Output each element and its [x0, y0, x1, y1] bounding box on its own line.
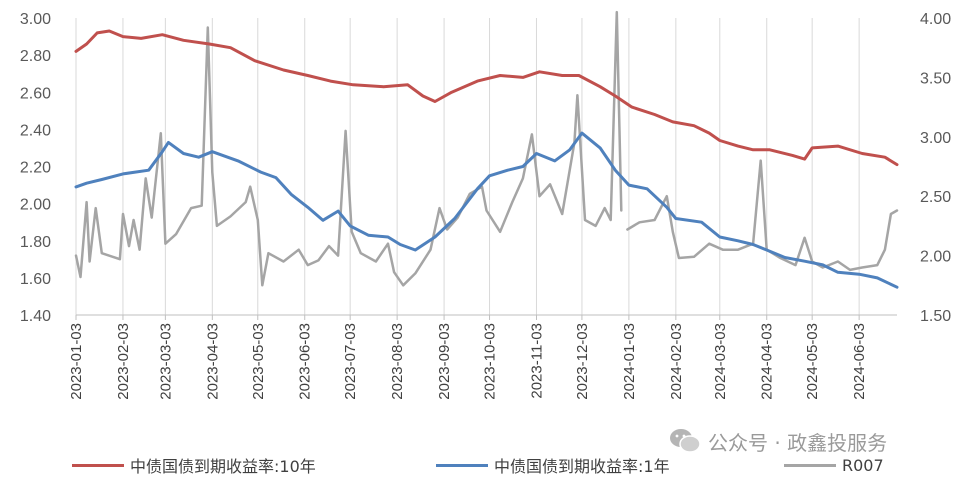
series-layer [74, 10, 899, 289]
y-left-tick-label: 2.60 [20, 85, 51, 102]
series-line-10y [74, 29, 899, 167]
x-tick-label: 2024-06-03 [851, 323, 868, 400]
x-tick-label: 2024-03-03 [712, 323, 729, 400]
x-tick-label: 2024-05-03 [804, 323, 821, 400]
legend: 中债国债到期收益率:10年 中债国债到期收益率:1年 R007 [0, 452, 973, 478]
y-right-tick-label: 2.00 [920, 249, 951, 266]
watermark-text: 公众号 · 政鑫投服务 [708, 430, 888, 455]
wechat-icon [670, 429, 701, 453]
y-right-tick-label: 3.00 [920, 130, 951, 147]
series-line-r007 [74, 10, 899, 287]
y-left-tick-label: 1.80 [20, 234, 51, 251]
y-left-tick-label: 3.00 [20, 11, 51, 28]
y-left-tick-label: 2.20 [20, 160, 51, 177]
legend-item-10y: 中债国债到期收益率:10年 [72, 452, 316, 478]
x-tick-label: 2023-07-03 [342, 323, 359, 400]
x-tick-label: 2023-01-03 [68, 323, 85, 400]
legend-label-1y: 中债国债到期收益率:1年 [494, 457, 670, 476]
x-tick-label: 2023-12-03 [574, 323, 591, 400]
y-right-tick-label: 3.50 [920, 70, 951, 87]
legend-swatch-10y [72, 463, 124, 467]
y-left-tick-label: 2.80 [20, 48, 51, 65]
watermark: 公众号 · 政鑫投服务 [668, 424, 887, 458]
legend-swatch-1y [436, 463, 488, 467]
x-tick-label: 2024-01-03 [621, 323, 638, 400]
x-tick-label: 2023-09-03 [436, 323, 453, 400]
legend-item-1y: 中债国债到期收益率:1年 [436, 452, 670, 478]
series-line-1y [74, 131, 899, 289]
x-tick-label: 2023-02-03 [115, 323, 132, 400]
y-right-tick-label: 2.50 [920, 189, 951, 206]
x-tick-label: 2023-10-03 [482, 323, 499, 400]
y-left-tick-label: 2.40 [20, 122, 51, 139]
y-left-tick-label: 1.60 [20, 271, 51, 288]
chart: 2023-01-03 2023-02-03 2023-03-03 2023-04-03… [20, 10, 951, 400]
legend-swatch-r007 [784, 463, 836, 467]
legend-label-r007: R007 [842, 455, 884, 475]
gridlines [75, 18, 860, 315]
x-tick-label: 2023-03-03 [157, 323, 174, 400]
legend-item-r007: R007 [784, 452, 884, 478]
tick-labels: 2023-01-03 2023-02-03 2023-03-03 2023-04-03… [20, 11, 951, 400]
x-tick-label: 2023-05-03 [250, 323, 267, 400]
y-right-tick-label: 1.50 [920, 308, 951, 325]
x-tick-label: 2023-11-03 [528, 323, 545, 399]
axes [75, 314, 897, 320]
legend-label-10y: 中债国债到期收益率:10年 [130, 457, 316, 476]
x-tick-label: 2023-04-03 [204, 323, 221, 400]
y-left-tick-label: 1.40 [20, 308, 51, 325]
y-left-tick-label: 2.00 [20, 197, 51, 214]
x-tick-label: 2024-02-03 [668, 323, 685, 400]
x-tick-label: 2023-06-03 [297, 323, 314, 400]
x-tick-label: 2024-04-03 [759, 323, 776, 400]
x-tick-label: 2023-08-03 [389, 323, 406, 400]
y-right-tick-label: 4.00 [920, 11, 951, 28]
